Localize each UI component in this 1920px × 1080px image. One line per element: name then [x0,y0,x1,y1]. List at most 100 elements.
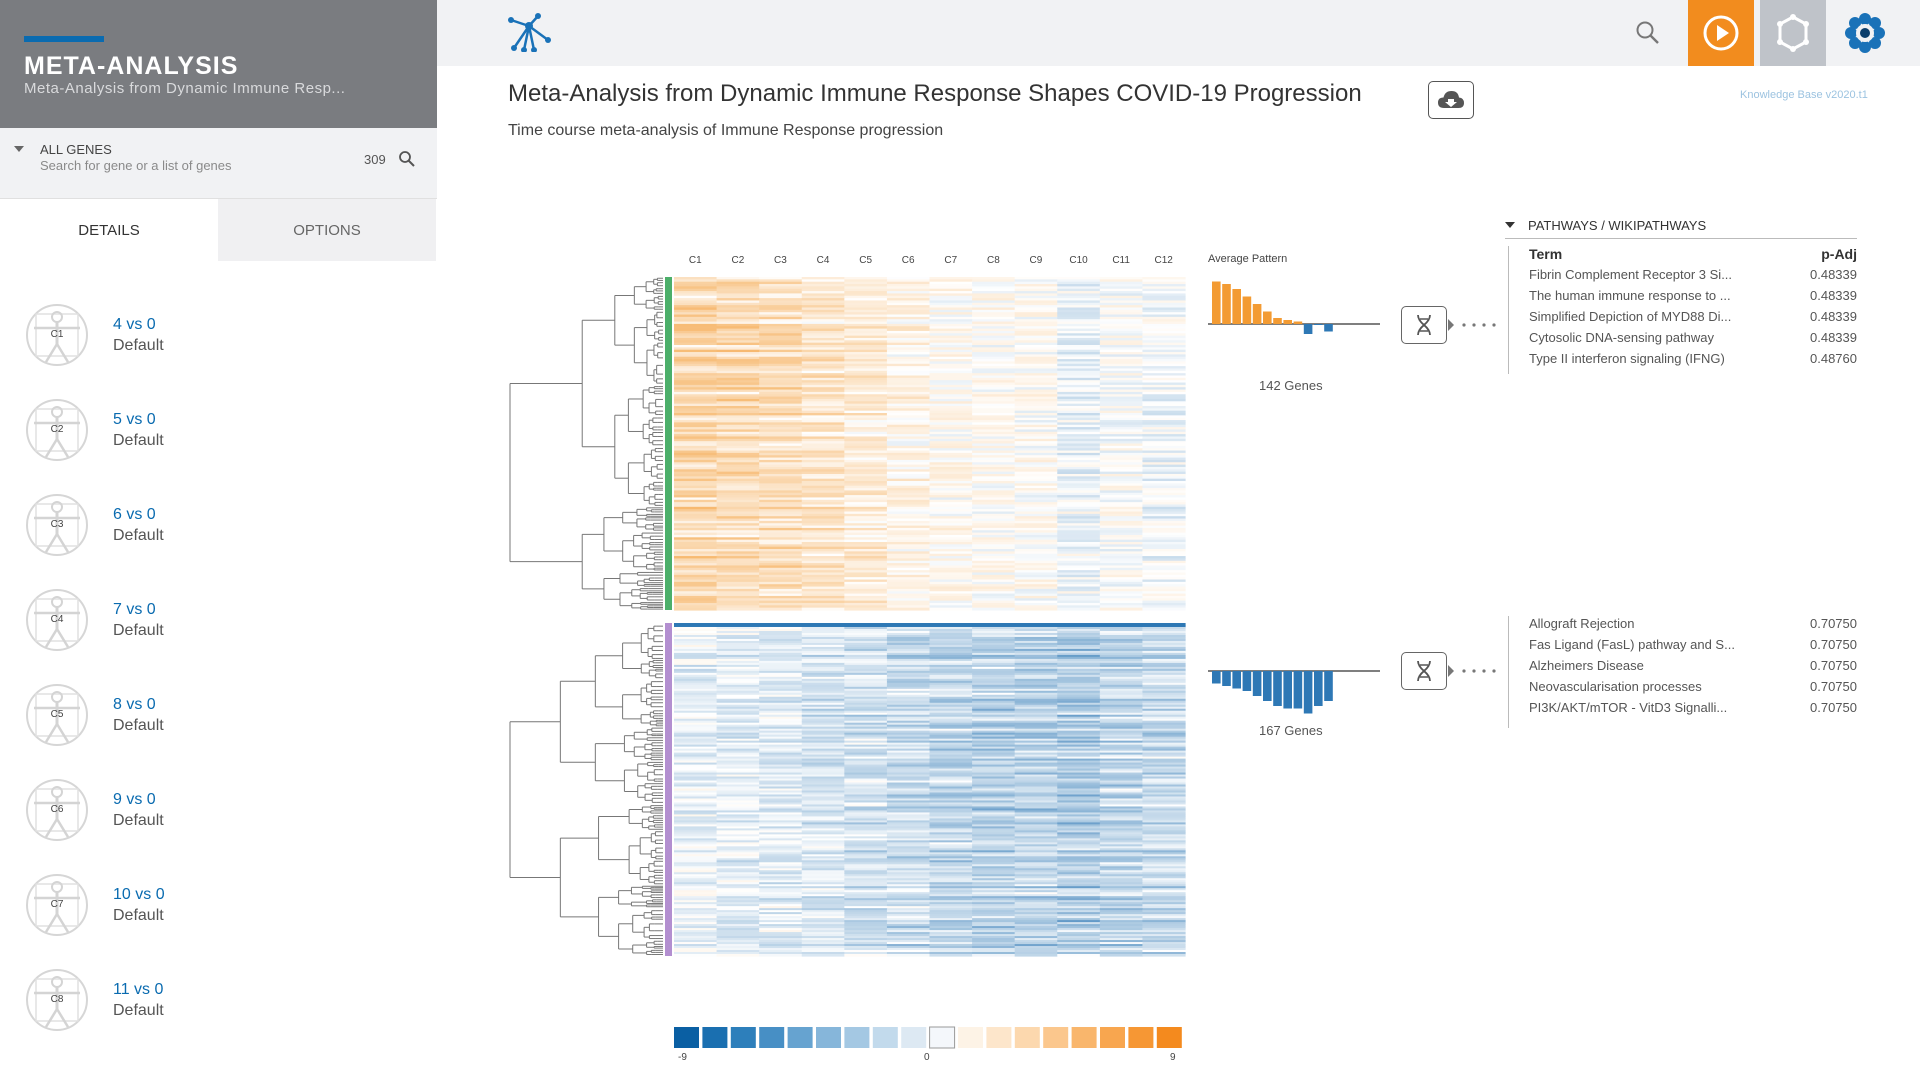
pattern-bar [1232,671,1241,689]
pattern-bar [1232,289,1241,324]
pattern-bar [1273,318,1282,324]
comparison-item[interactable]: C4 7 vs 0 Default [24,587,424,667]
column-label: C6 [902,255,915,266]
pathways-title: PATHWAYS / WIKIPATHWAYS [1528,218,1707,233]
comparison-name[interactable]: 11 vs 0 [113,981,164,998]
pattern-bar [1252,671,1262,696]
dna-icon [1417,314,1431,336]
scale-swatch [787,1027,813,1048]
column-label: C3 [774,255,787,266]
heatmap-cluster [674,277,1186,611]
column-label: C2 [731,255,744,266]
pattern-bar [1242,296,1252,324]
pattern-bar [1324,324,1333,332]
pathway-term: Allograft Rejection [1529,616,1635,631]
scale-swatch [674,1027,699,1048]
comparison-name[interactable]: 10 vs 0 [113,886,165,903]
vitruvian-man-icon [26,779,88,841]
pathway-row[interactable]: Fas Ligand (FasL) pathway and S... 0.7075… [1529,637,1857,658]
pathway-row[interactable]: Type II interferon signaling (IFNG) 0.487… [1529,351,1857,372]
comparison-badge: C4 [50,614,64,625]
comparison-badge: C5 [50,709,64,720]
top-bar [437,0,1920,66]
tab-details[interactable]: DETAILS [0,199,218,261]
comparison-item[interactable]: C8 11 vs 0 Default [24,967,424,1047]
scale-swatch [1156,1027,1182,1048]
chevron-down-icon[interactable] [14,146,24,152]
column-label: C10 [1069,255,1088,266]
column-label: C5 [859,255,872,266]
scale-swatch [1071,1027,1097,1048]
comparison-name[interactable]: 7 vs 0 [113,601,156,618]
pathway-row[interactable]: Simplified Depiction of MYD88 Di... 0.483… [1529,309,1857,330]
vitruvian-man-icon [26,304,88,366]
column-label: C7 [944,255,957,266]
pathway-term: Neovascularisation processes [1529,679,1702,694]
cluster-gene-count: 142 Genes [1259,378,1323,393]
download-button[interactable] [1428,81,1474,119]
pattern-bar [1314,671,1323,706]
pathways-table-header: Term p-Adj [1529,246,1857,267]
comparison-item[interactable]: C3 6 vs 0 Default [24,492,424,572]
column-label: C8 [987,255,1000,266]
vitruvian-man-icon [26,399,88,461]
brand-logo-icon [1845,13,1885,53]
run-button[interactable] [1688,0,1754,66]
gene-filter[interactable]: ALL GENES Search for gene or a list of g… [0,128,437,199]
pathway-padj: 0.48760 [1810,351,1857,366]
vitruvian-man-icon [26,494,88,556]
dendrogram [509,277,663,610]
padj-column-header: p-Adj [1821,246,1857,262]
comparison-name[interactable]: 8 vs 0 [113,696,156,713]
comparison-item[interactable]: C7 10 vs 0 Default [24,872,424,952]
comparison-item[interactable]: C1 4 vs 0 Default [24,302,424,382]
network-logo-icon[interactable] [506,12,552,52]
pathway-row[interactable]: Fibrin Complement Receptor 3 Si... 0.4833… [1529,267,1857,288]
dendrogram [509,625,663,956]
pattern-bar [1222,671,1231,686]
vitruvian-man-icon [26,684,88,746]
comparison-item[interactable]: C2 5 vs 0 Default [24,397,424,477]
comparison-badge: C6 [50,804,64,815]
comparison-name[interactable]: 9 vs 0 [113,791,156,808]
comparison-item[interactable]: C6 9 vs 0 Default [24,777,424,857]
comparison-description: Default [113,1002,164,1019]
knowledge-base-version: Knowledge Base v2020.t1 [1740,89,1868,101]
pathway-row[interactable]: PI3K/AKT/mTOR - VitD3 Signalli... 0.70750 [1529,700,1857,721]
comparison-description: Default [113,907,164,924]
pathway-row[interactable]: Allograft Rejection 0.70750 [1529,616,1857,637]
pathway-row[interactable]: Neovascularisation processes 0.70750 [1529,679,1857,700]
comparison-item[interactable]: C5 8 vs 0 Default [24,682,424,762]
comparison-badge: C1 [50,329,64,340]
scale-swatch [872,1027,898,1048]
pattern-bar [1293,321,1303,324]
comparison-description: Default [113,432,164,449]
pathway-row[interactable]: Alzheimers Disease 0.70750 [1529,658,1857,679]
pathway-row[interactable]: The human immune response to ... 0.48339 [1529,288,1857,309]
pathways-header[interactable]: PATHWAYS / WIKIPATHWAYS [1505,218,1857,239]
scale-swatch [1014,1027,1040,1048]
enrichment-button[interactable] [1401,652,1447,690]
comparison-name[interactable]: 5 vs 0 [113,411,156,428]
brand-button[interactable] [1832,0,1898,66]
pathway-row[interactable]: Cytosolic DNA-sensing pathway 0.48339 [1529,330,1857,351]
chevron-down-icon[interactable] [1505,222,1515,228]
comparison-description: Default [113,812,164,829]
header-accent-bar [24,36,104,42]
pathway-padj: 0.48339 [1810,330,1857,345]
enrichment-button[interactable] [1401,306,1447,344]
cluster-side-bar [665,623,672,956]
pattern-bar [1303,671,1313,714]
comparison-name[interactable]: 6 vs 0 [113,506,156,523]
pattern-bar [1283,671,1292,709]
tab-options[interactable]: OPTIONS [218,199,436,261]
comparison-description: Default [113,622,164,639]
comparison-name[interactable]: 4 vs 0 [113,316,156,333]
comparison-description: Default [113,337,164,354]
search-icon[interactable] [1635,20,1661,46]
pathway-padj: 0.48339 [1810,309,1857,324]
settings-button[interactable] [1760,0,1826,66]
search-icon[interactable] [398,150,416,168]
gene-search-input[interactable]: Search for gene or a list of genes [40,158,232,173]
column-label: C12 [1155,255,1174,266]
